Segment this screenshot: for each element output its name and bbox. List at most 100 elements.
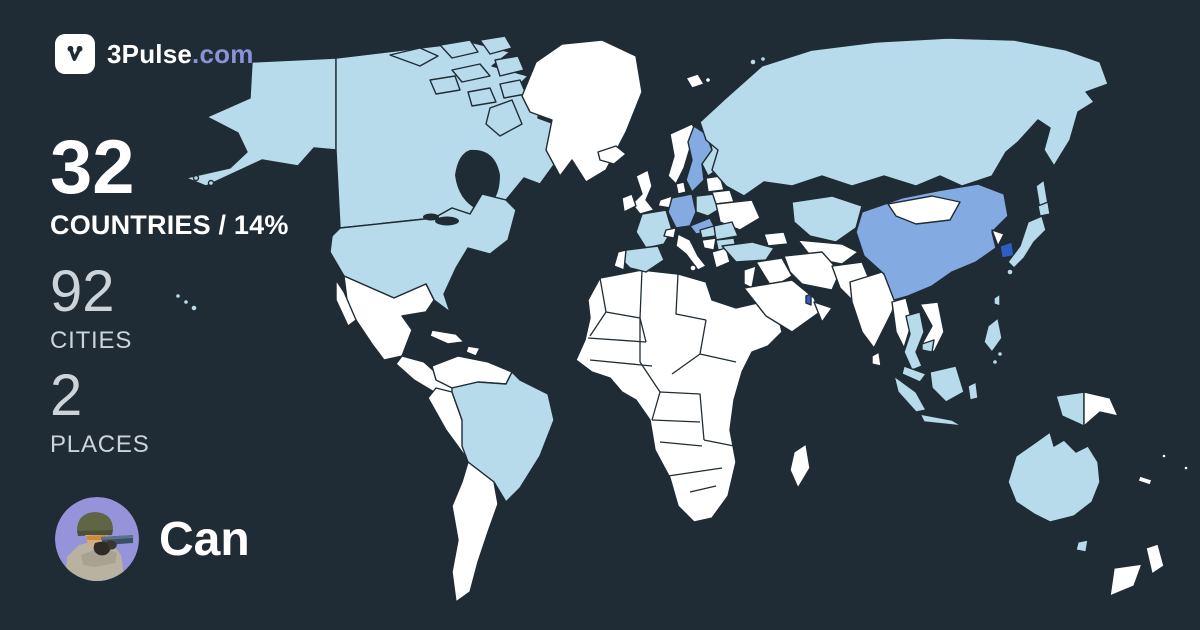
country-russia-franz-josef bbox=[759, 55, 767, 63]
country-usa-hawaii bbox=[174, 292, 182, 300]
country-poland bbox=[695, 193, 719, 217]
country-usa-aleutians bbox=[192, 174, 200, 182]
country-south-korea bbox=[999, 241, 1015, 259]
cities-value: 92 bbox=[50, 259, 115, 324]
country-png bbox=[1083, 391, 1119, 427]
countries-value: 32 bbox=[50, 125, 135, 210]
country-romania bbox=[713, 221, 739, 241]
country-usa-alaska bbox=[185, 57, 337, 187]
soldier-aiming-pistol-avatar bbox=[55, 497, 139, 581]
country-svalbard-dot bbox=[704, 76, 712, 84]
country-fiji-dot bbox=[1161, 453, 1167, 459]
brand-name-main: 3Pulse bbox=[107, 38, 193, 69]
country-canada-arctic bbox=[439, 39, 479, 59]
country-turkey bbox=[721, 241, 775, 263]
brand-name-suffix: .com bbox=[192, 38, 254, 69]
country-caucasus bbox=[763, 231, 789, 247]
country-nz-north bbox=[1145, 543, 1165, 575]
country-mongolia bbox=[887, 195, 961, 225]
country-japan-kyushu bbox=[1006, 268, 1014, 276]
country-mexico bbox=[343, 275, 435, 361]
stat-cities: 92 CITIES bbox=[50, 259, 133, 355]
country-greece bbox=[711, 247, 731, 269]
country-levant bbox=[743, 265, 757, 289]
stat-countries: 32 COUNTRIES / 14% bbox=[50, 128, 289, 241]
country-usa-hawaii bbox=[190, 304, 198, 312]
country-italy bbox=[675, 233, 707, 271]
country-germany bbox=[667, 193, 697, 229]
continent-africa bbox=[575, 269, 783, 523]
country-canada bbox=[335, 41, 561, 229]
country-canada-arctic bbox=[429, 75, 461, 95]
stat-places: 2 PLACES bbox=[50, 363, 150, 459]
brand-logo[interactable]: 3Pulse.com bbox=[55, 34, 254, 74]
country-france bbox=[635, 209, 673, 249]
country-canada-arctic bbox=[451, 63, 491, 83]
country-canada-arctic bbox=[494, 55, 525, 77]
country-malaysia bbox=[901, 365, 927, 383]
country-fiji-dot bbox=[1183, 465, 1189, 471]
country-oman-uae bbox=[813, 301, 833, 323]
places-value: 2 bbox=[50, 363, 83, 428]
brand-name: 3Pulse.com bbox=[107, 39, 254, 70]
country-indonesia-java bbox=[919, 413, 963, 427]
country-madagascar bbox=[789, 443, 811, 489]
cities-label: CITIES bbox=[50, 326, 133, 354]
country-taiwan bbox=[993, 293, 1001, 307]
country-usa-aleutians bbox=[207, 179, 215, 187]
countries-label: COUNTRIES / 14% bbox=[50, 209, 289, 240]
country-north-korea bbox=[991, 229, 1005, 247]
country-indonesia-sumatra bbox=[893, 375, 927, 413]
country-indonesia-borneo bbox=[929, 365, 965, 403]
country-myanmar bbox=[891, 297, 913, 349]
country-nz-south bbox=[1109, 563, 1143, 597]
country-indonesia-sulawesi bbox=[967, 381, 979, 401]
country-argentina-chile bbox=[451, 461, 499, 603]
user-profile: Can bbox=[55, 497, 250, 581]
country-russia bbox=[699, 37, 1109, 197]
country-new-caledonia bbox=[1137, 475, 1153, 486]
country-svalbard bbox=[685, 73, 705, 89]
country-cambodia bbox=[921, 339, 935, 353]
country-qatar bbox=[805, 293, 812, 306]
water-great-lakes bbox=[435, 216, 459, 226]
country-philippines bbox=[983, 317, 1003, 353]
water-great-lakes bbox=[423, 213, 439, 221]
country-australia-tasmania bbox=[1075, 539, 1089, 553]
places-label: PLACES bbox=[50, 430, 150, 458]
water-hudson-bay bbox=[455, 149, 500, 210]
country-ireland bbox=[621, 193, 637, 213]
country-philippines-dot bbox=[991, 358, 999, 366]
country-thailand bbox=[903, 311, 925, 371]
country-japan-hokkaido bbox=[1037, 201, 1051, 217]
user-name: Can bbox=[159, 512, 250, 566]
country-philippines-dot bbox=[996, 350, 1004, 358]
country-kazakhstan bbox=[791, 195, 863, 243]
pulse-check-icon bbox=[55, 34, 95, 74]
country-sri-lanka bbox=[871, 351, 882, 367]
country-russia-franz-josef bbox=[749, 58, 757, 66]
country-syria-iraq bbox=[755, 257, 793, 289]
country-canada-arctic bbox=[485, 99, 523, 137]
country-indonesia-papua bbox=[1055, 391, 1085, 427]
country-iran bbox=[783, 251, 841, 291]
country-laos-vietnam bbox=[919, 301, 945, 353]
country-australia bbox=[1007, 431, 1101, 523]
country-uk bbox=[631, 169, 655, 215]
country-hispaniola bbox=[465, 345, 481, 357]
country-usa-hawaii bbox=[182, 298, 190, 306]
country-denmark bbox=[675, 181, 687, 195]
country-cuba bbox=[429, 329, 465, 345]
country-portugal bbox=[613, 249, 627, 271]
africa-internal-borders bbox=[587, 269, 737, 493]
country-switzerland bbox=[663, 227, 677, 239]
country-canada-arctic bbox=[467, 87, 497, 107]
country-iceland bbox=[597, 145, 627, 165]
country-canada-arctic bbox=[479, 35, 513, 55]
country-greenland bbox=[521, 39, 643, 183]
country-balkans bbox=[701, 237, 717, 251]
country-brazil bbox=[451, 371, 555, 503]
country-canada-arctic bbox=[389, 47, 439, 67]
